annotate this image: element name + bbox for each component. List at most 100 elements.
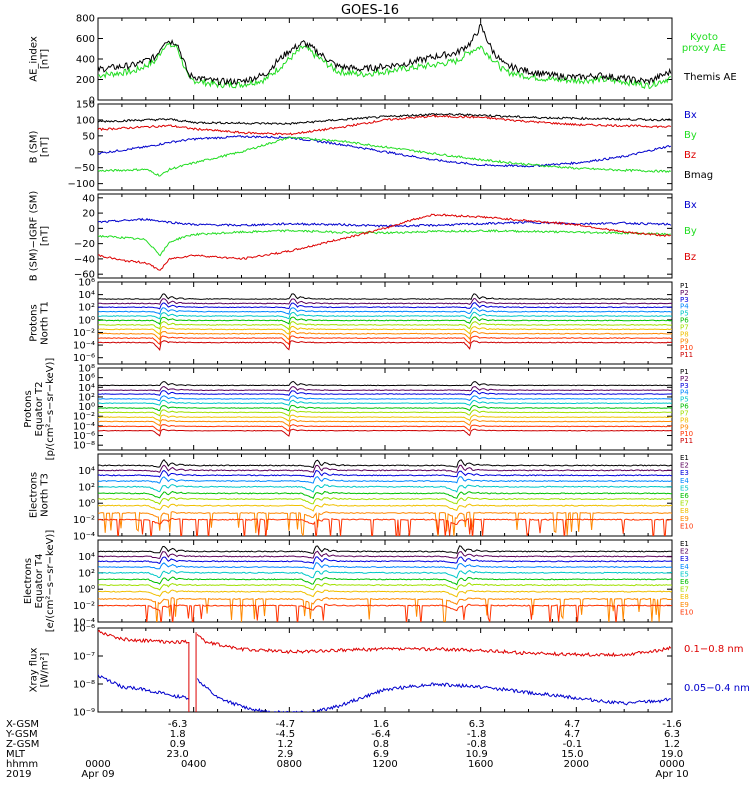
y-tick-label: −100 [68,179,95,190]
plot-area [98,545,672,622]
footer-row-label: MLT [6,749,26,760]
footer-value: 1.2 [277,739,293,750]
channel-label-P2: P2 [680,375,689,383]
y-tick-label: 10² [78,392,95,403]
series-line-2 [98,114,672,136]
series-line-0 [98,217,672,228]
y-tick-label: 10⁶ [78,373,95,384]
footer-value: 4.7 [564,729,580,740]
channel-line-E5 [98,483,672,493]
legend-line: Bz [684,252,696,263]
channel-label-E5: E5 [680,484,689,492]
footer-hhmm-label: hhmm [6,759,38,770]
legend-entry: Themis AE [683,72,737,83]
legend-entry: By [684,226,697,237]
channel-label-P5: P5 [680,310,689,318]
legend-entry: By [684,130,697,141]
y-tick-label: 10⁻⁸ [73,680,95,691]
panel-frame [97,193,673,279]
panel-frame [97,367,673,451]
channel-line-E1 [98,545,672,554]
channel-label-P1: P1 [680,282,689,290]
y-tick-label: 100 [76,115,95,126]
channel-label-P2: P2 [680,289,689,297]
y-axis-label-line: B (SM)−IGRF (SM) [29,191,40,282]
y-axis-label: B (SM)−IGRF (SM)[nT] [29,191,51,282]
footer-value: 0.8 [373,739,389,750]
channel-line-E2 [98,464,672,473]
y-tick-label: 10⁻² [73,515,95,526]
channel-label-P7: P7 [680,323,689,331]
channel-line-P4 [98,395,672,402]
series-line-1 [98,674,671,712]
y-tick-label: 10⁰ [78,585,95,596]
channel-label-P5: P5 [680,396,689,404]
y-axis-label-line: [nT] [40,226,51,246]
channel-line-E8 [98,589,672,598]
channel-line-P11 [98,428,672,437]
footer-hhmm-value: 1600 [468,759,493,770]
legend-entry: Bmag [684,170,713,181]
y-tick-label: −50 [74,163,95,174]
y-axis-label: Xray flux[W/m²] [29,648,51,693]
channel-label-P8: P8 [680,330,689,338]
y-tick-label: 10⁴ [78,552,95,563]
y-tick-label: 10⁻⁶ [73,431,95,442]
plot-area [98,293,672,352]
channel-line-P2 [98,385,672,392]
footer-value: 6.9 [373,749,389,760]
footer-value: 10.9 [466,749,488,760]
channel-line-E4 [98,476,672,484]
panel-frame [97,281,673,365]
channel-line-P11 [98,340,672,352]
channel-label-E1: E1 [680,540,689,548]
channel-label-P11: P11 [680,351,693,359]
footer-date-start: Apr 09 [81,769,114,780]
y-tick-label: −60 [74,270,95,281]
legend-line: By [684,226,697,237]
footer-value: 4.7 [564,719,580,730]
channel-line-P5 [98,399,672,406]
footer-year-label: 2019 [6,769,31,780]
legend-line: Themis AE [683,72,737,83]
channel-label-E10: E10 [680,608,693,616]
y-tick-label: 10⁻⁴ [73,532,95,543]
panel-bsm: 150 100 50 0 −50 −100 B (SM)[nT] Bx By Bz Bmag [29,100,713,191]
y-tick-label: 10⁻² [73,601,95,612]
panel-frame [97,627,673,713]
channel-label-P4: P4 [680,303,689,311]
channel-label-E1: E1 [680,454,689,462]
y-tick-label: 10⁻⁷ [73,652,95,663]
footer-value: -4.5 [276,729,296,740]
footer-value: 23.0 [167,749,189,760]
y-axis-label: ElectronsEquator T4[e/(cm²−s−sr−keV)] [23,530,56,633]
channel-line-E1 [98,459,672,469]
channel-line-E7 [98,582,672,591]
footer-value: -6.3 [168,719,188,730]
y-axis-label-line: Equator T4 [34,554,45,609]
channel-line-P2 [98,297,672,305]
channel-line-E10 [98,603,672,622]
footer-hhmm-value: 2000 [564,759,589,770]
legend-line: By [684,130,697,141]
channel-label-E3: E3 [680,555,689,563]
y-tick-label: 10⁻⁴ [73,421,95,432]
channel-line-E9 [98,597,672,622]
series-line-0 [98,41,671,90]
footer-date-end: Apr 10 [655,769,688,780]
legend-line: Kyoto [690,32,718,43]
channel-line-P3 [98,390,672,397]
channel-label-E3: E3 [680,469,689,477]
channel-label-E2: E2 [680,548,689,556]
y-tick-label: 200 [76,75,95,86]
ephemeris-footer: X-GSM -6.3 -4.7 1.6 6.3 4.7 -1.6 Y-GSM 1.8 -4.5 -6… [5,719,689,780]
channel-line-E9 [98,511,672,536]
channel-label-E8: E8 [680,507,689,515]
y-axis-label-line: [nT] [40,137,51,157]
y-tick-label: 10² [78,568,95,579]
channel-label-P10: P10 [680,430,693,438]
channel-label-E7: E7 [680,500,689,508]
y-axis-label-line: Equator T2 [34,382,45,437]
y-axis-label-line: [nT] [40,49,51,69]
